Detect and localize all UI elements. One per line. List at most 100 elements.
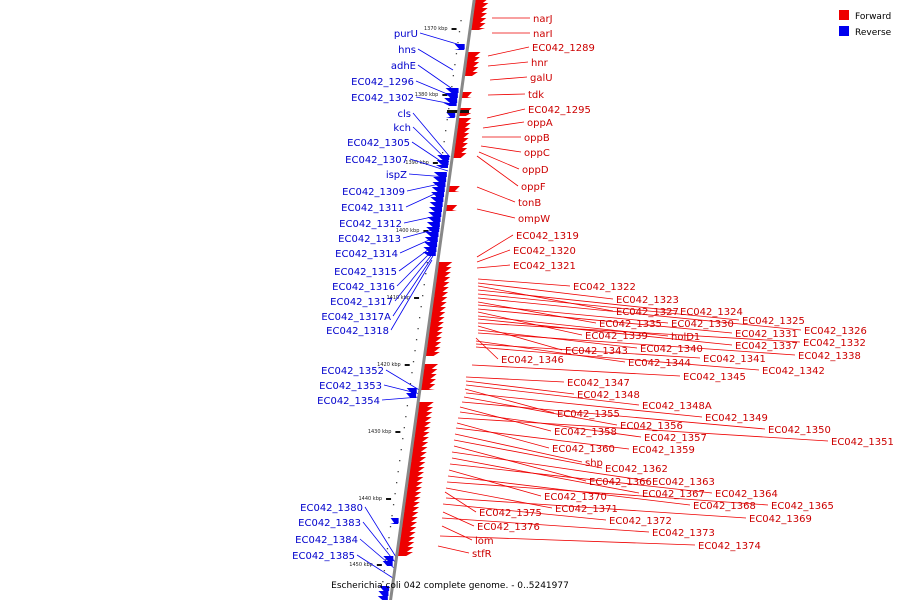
reverse-gene-block xyxy=(390,518,399,523)
gene-label-cls: cls xyxy=(398,109,412,120)
minor-tick xyxy=(426,262,428,264)
leader-ec042-1343 xyxy=(477,325,563,351)
gene-label-nari: narI xyxy=(533,29,553,40)
leader-ec042-1322 xyxy=(477,278,571,287)
minor-tick xyxy=(409,383,412,385)
gene-label-ec042-1323: EC042_1323 xyxy=(616,295,679,306)
leader-ec042-1338 xyxy=(477,332,796,356)
forward-gene-block xyxy=(445,210,457,211)
minor-tick xyxy=(443,141,445,143)
gene-label-kch: kch xyxy=(393,123,411,134)
forward-gene-block xyxy=(446,205,458,210)
gene-label-oppf: oppF xyxy=(521,182,546,193)
gene-label-puru: purU xyxy=(394,29,418,40)
gene-label-ec042-1326: EC042_1326 xyxy=(804,326,867,337)
gene-label-ec042-1374: EC042_1374 xyxy=(698,541,761,552)
gene-label-shp: shp xyxy=(585,458,603,469)
gene-label-ec042-1380: EC042_1380 xyxy=(300,503,363,514)
genome-axis xyxy=(389,0,476,600)
legend-swatch-forward xyxy=(839,10,849,20)
gene-label-ec042-1372: EC042_1372 xyxy=(609,516,672,527)
gene-label-ec042-1316: EC042_1316 xyxy=(332,282,395,293)
minor-tick xyxy=(402,438,404,440)
gene-label-ec042-1367: EC042_1367 xyxy=(642,489,705,500)
gene-label-ec042-1352: EC042_1352 xyxy=(321,366,384,377)
leader-galu xyxy=(489,76,528,81)
gene-label-ec042-1320: EC042_1320 xyxy=(513,246,576,257)
reverse-gene-block xyxy=(424,237,438,242)
leader-adhe xyxy=(417,64,452,89)
reverse-gene-block xyxy=(423,247,437,252)
forward-gene-block xyxy=(413,442,429,447)
reverse-gene-block xyxy=(444,93,458,98)
gene-label-ec042-1331: EC042_1331 xyxy=(735,329,798,340)
forward-gene-block xyxy=(406,492,422,497)
forward-gene-block xyxy=(418,402,434,407)
leader-ec042-1352 xyxy=(385,369,422,392)
leader-hns xyxy=(417,48,454,71)
gene-label-ec042-1315: EC042_1315 xyxy=(334,267,397,278)
forward-gene-block xyxy=(456,133,470,138)
gene-label-narj: narJ xyxy=(533,14,553,25)
forward-gene-block xyxy=(410,462,426,467)
leader-oppc xyxy=(480,145,522,153)
reverse-gene-block xyxy=(428,207,442,212)
forward-gene-block xyxy=(467,52,481,57)
minor-tick xyxy=(451,86,453,88)
reverse-gene-block xyxy=(437,155,450,160)
leader-ec042-1380 xyxy=(364,506,397,558)
forward-gene-block xyxy=(397,552,413,556)
forward-gene-block xyxy=(404,502,420,507)
gene-label-ec042-1314: EC042_1314 xyxy=(335,249,398,260)
leader-ec042-1372 xyxy=(442,503,607,521)
forward-gene-block xyxy=(409,472,425,477)
leader-ec042-1295 xyxy=(486,108,526,119)
reverse-gene-block xyxy=(430,197,444,202)
forward-gene-block xyxy=(401,527,417,532)
leader-ec042-1375 xyxy=(444,491,477,513)
gene-label-ec042-1365: EC042_1365 xyxy=(771,501,834,512)
minor-tick xyxy=(458,31,461,33)
gene-label-ec042-1384: EC042_1384 xyxy=(295,535,358,546)
forward-gene-block xyxy=(407,482,423,487)
gene-label-ec042-1332: EC042_1332 xyxy=(803,338,866,349)
minor-tick xyxy=(412,361,415,363)
forward-gene-block xyxy=(457,123,471,128)
gene-label-ompw: ompW xyxy=(518,214,550,225)
forward-gene-block xyxy=(434,287,449,292)
forward-gene-block xyxy=(408,477,424,482)
gene-label-oppb: oppB xyxy=(524,133,550,144)
leader-ec042-1340 xyxy=(477,329,638,349)
minor-tick xyxy=(414,350,416,352)
leader-ec042-1335 xyxy=(477,301,597,324)
gene-label-ec042-1313: EC042_1313 xyxy=(338,234,401,245)
leader-layer xyxy=(356,17,829,579)
leader-ec042-1356 xyxy=(463,396,618,426)
leader-ec042-1369 xyxy=(445,497,747,519)
leader-ec042-1348a xyxy=(465,384,640,406)
forward-gene-block xyxy=(436,277,451,282)
leader-ec042-1345 xyxy=(471,364,681,377)
gene-label-ec042-1317: EC042_1317 xyxy=(330,297,393,308)
tick-mark xyxy=(395,431,401,433)
leader-ec042-1307 xyxy=(409,158,449,172)
leader-ec042-1325 xyxy=(477,293,740,321)
forward-gene-block xyxy=(402,522,418,527)
reverse-gene-block xyxy=(454,49,465,50)
leader-ec042-1371 xyxy=(445,487,553,509)
gene-label-ec042-1363: EC042_1363 xyxy=(652,477,715,488)
tick-mark xyxy=(404,364,410,366)
tick-mark xyxy=(414,297,420,299)
leader-ec042-1289 xyxy=(487,46,530,57)
leader-tonb xyxy=(476,186,516,203)
reverse-gene-block xyxy=(427,217,441,222)
reverse-gene-block xyxy=(429,202,443,207)
gene-label-ec042-1312: EC042_1312 xyxy=(339,219,402,230)
reverse-gene-block xyxy=(428,212,442,217)
minor-tick xyxy=(423,284,425,286)
gene-label-ec042-1368: EC042_1368 xyxy=(693,501,756,512)
leader-ec042-1341 xyxy=(475,343,701,359)
minor-tick xyxy=(457,42,459,44)
gene-label-ec042-1305: EC042_1305 xyxy=(347,138,410,149)
forward-gene-block xyxy=(400,532,416,537)
